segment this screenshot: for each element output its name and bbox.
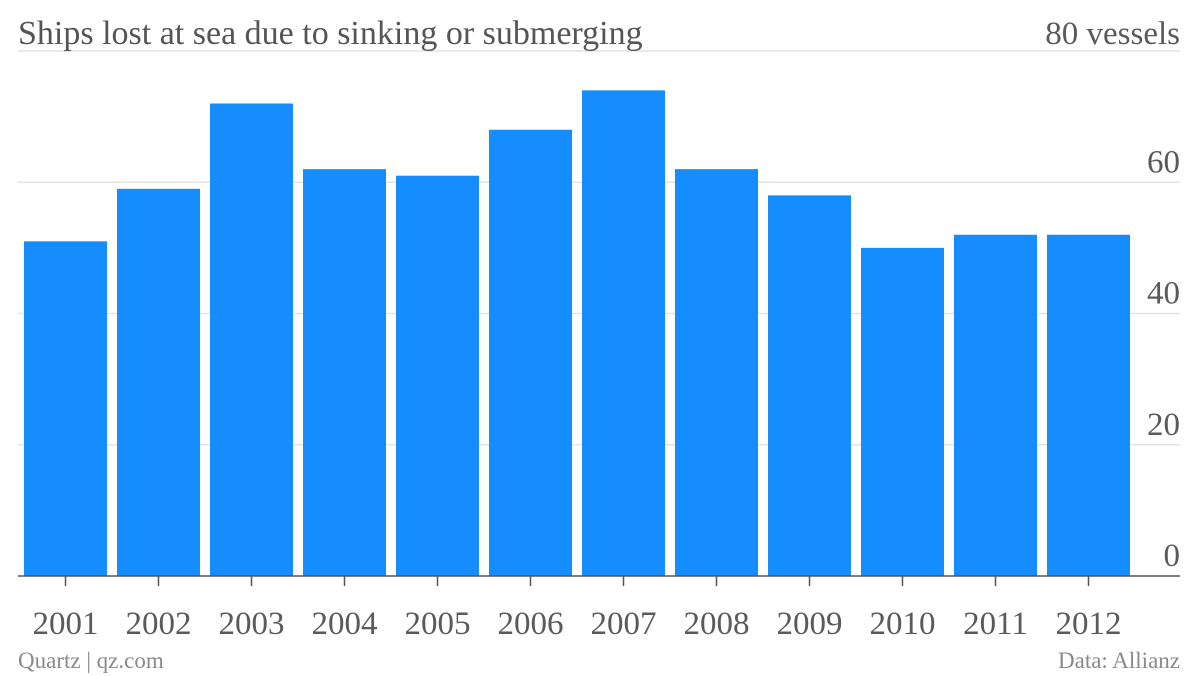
bar-2006 <box>489 129 572 576</box>
bar-2011 <box>954 234 1037 576</box>
x-tick-label-2002: 2002 <box>126 606 192 642</box>
bar-2010 <box>861 247 944 576</box>
bar-2002 <box>117 188 200 576</box>
x-axis-ticks: 2001 2002 2003 2004 2005 2006 2007 2008 2009 2010… <box>33 576 1122 642</box>
x-tick-label-2011: 2011 <box>963 606 1028 642</box>
bar-2008 <box>675 169 758 576</box>
y-tick-label-60: 60 <box>1147 144 1180 180</box>
chart-title: Ships lost at sea due to sinking or subm… <box>18 15 643 52</box>
y-tick-label-20: 20 <box>1147 407 1180 443</box>
bar-2009 <box>768 195 851 576</box>
x-tick-label-2004: 2004 <box>312 606 378 642</box>
x-tick-label-2012: 2012 <box>1056 606 1122 642</box>
x-tick-label-2005: 2005 <box>405 606 471 642</box>
data-source: Data: Allianz <box>1058 648 1180 673</box>
x-tick-label-2010: 2010 <box>870 606 936 642</box>
x-tick-label-2006: 2006 <box>498 606 564 642</box>
y-tick-label-80: 80 vessels <box>1045 16 1180 52</box>
x-tick-label-2003: 2003 <box>219 606 285 642</box>
x-tick-label-2007: 2007 <box>591 606 657 642</box>
bar-2003 <box>210 103 293 576</box>
bar-2012 <box>1047 234 1130 576</box>
bars <box>24 90 1130 576</box>
bar-2001 <box>24 241 107 576</box>
bar-2005 <box>396 175 479 576</box>
source-credit: Quartz | qz.com <box>18 648 164 673</box>
y-tick-label-0: 0 <box>1164 538 1181 574</box>
bar-2004 <box>303 169 386 576</box>
x-tick-label-2009: 2009 <box>777 606 843 642</box>
bar-2007 <box>582 90 665 576</box>
y-tick-label-40: 40 <box>1147 276 1180 312</box>
y-axis-ticks: 0 20 40 60 80 vessels <box>1045 16 1180 574</box>
x-tick-label-2008: 2008 <box>684 606 750 642</box>
x-tick-label-2001: 2001 <box>33 606 99 642</box>
